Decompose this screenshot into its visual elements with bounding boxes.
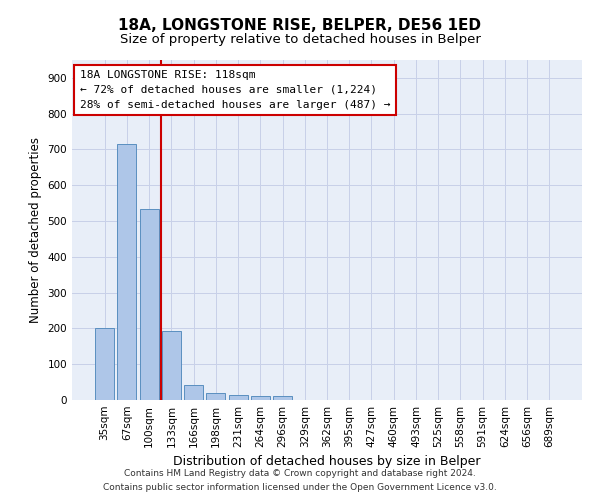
- Text: Contains public sector information licensed under the Open Government Licence v3: Contains public sector information licen…: [103, 484, 497, 492]
- Bar: [118, 144, 136, 400]
- Bar: [95, 328, 114, 400]
- X-axis label: Distribution of detached houses by size in Belper: Distribution of detached houses by size …: [173, 456, 481, 468]
- Text: Size of property relative to detached houses in Belper: Size of property relative to detached ho…: [119, 32, 481, 46]
- Bar: [162, 331, 181, 400]
- Bar: [206, 393, 225, 400]
- Text: 18A, LONGSTONE RISE, BELPER, DE56 1ED: 18A, LONGSTONE RISE, BELPER, DE56 1ED: [119, 18, 482, 32]
- Bar: [229, 394, 248, 400]
- Bar: [140, 208, 158, 400]
- Bar: [273, 396, 292, 400]
- Text: Contains HM Land Registry data © Crown copyright and database right 2024.: Contains HM Land Registry data © Crown c…: [124, 468, 476, 477]
- Bar: [184, 385, 203, 400]
- Y-axis label: Number of detached properties: Number of detached properties: [29, 137, 42, 323]
- Text: 18A LONGSTONE RISE: 118sqm
← 72% of detached houses are smaller (1,224)
28% of s: 18A LONGSTONE RISE: 118sqm ← 72% of deta…: [80, 70, 390, 110]
- Bar: [251, 396, 270, 400]
